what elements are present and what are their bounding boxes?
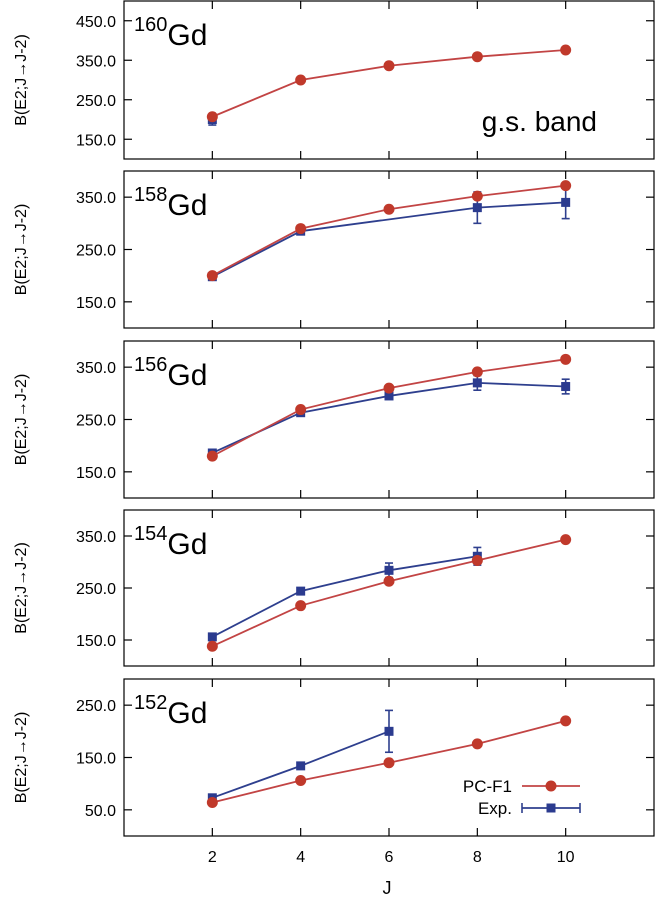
x-axis-labels: 2 4 6 8 10 — [208, 849, 575, 866]
y-axis-title: B(E2;J→J-2) — [13, 34, 30, 126]
pc-f1-point — [295, 223, 307, 235]
pc-f1-point — [383, 382, 395, 394]
pc-f1-point — [471, 190, 483, 202]
pc-f1-point — [206, 111, 218, 123]
legend-label-pc-f1: PC-F1 — [463, 777, 512, 796]
y-axis-title: B(E2;J→J-2) — [13, 542, 30, 634]
element-symbol: Gd — [167, 528, 207, 561]
pc-f1-point — [206, 640, 218, 652]
y-tick-label: 150.0 — [76, 751, 116, 768]
y-tick-label: 150.0 — [76, 295, 116, 312]
exp-point — [384, 565, 394, 575]
y-tick-label: 150.0 — [76, 465, 116, 482]
y-tick-label: 150.0 — [76, 633, 116, 650]
nucleus-label: 158Gd — [134, 184, 207, 222]
element-symbol: Gd — [167, 19, 207, 52]
exp-point — [472, 203, 482, 213]
y-tick-label: 350.0 — [76, 360, 116, 377]
pc-f1-point — [560, 715, 572, 727]
mass-number: 160 — [134, 14, 167, 36]
exp-line — [211, 201, 566, 278]
exp-line — [211, 555, 478, 638]
pc-f1-point — [383, 203, 395, 215]
exp-point — [207, 632, 217, 642]
y-axis-title: B(E2;J→J-2) — [13, 204, 30, 296]
nucleus-label: 156Gd — [134, 354, 207, 392]
panel-152Gd: 50.0 150.0 250.0 B(E2;J→J-2) 152Gd PC-F1 Exp. — [13, 678, 655, 837]
pc-f1-point — [295, 775, 307, 787]
y-axis-title: B(E2;J→J-2) — [13, 712, 30, 804]
legend-label-exp: Exp. — [478, 799, 512, 818]
exp-point — [384, 391, 394, 401]
legend: PC-F1 Exp. — [463, 777, 581, 818]
pc-f1-point — [471, 366, 483, 378]
y-tick-label: 250.0 — [76, 413, 116, 430]
pc-f1-point — [560, 180, 572, 192]
exp-point — [472, 378, 482, 388]
legend-marker-exp — [546, 803, 556, 813]
element-symbol: Gd — [167, 189, 207, 222]
pc-f1-point — [383, 575, 395, 587]
panel-156Gd: 150.0 250.0 350.0 B(E2;J→J-2) 156Gd — [13, 340, 655, 499]
y-tick-label: 250.0 — [76, 581, 116, 598]
x-tick-label: 4 — [296, 849, 305, 866]
nucleus-label: 160Gd — [134, 14, 207, 52]
pc-f1-point — [471, 738, 483, 750]
pc-f1-point — [560, 534, 572, 546]
mass-number: 152 — [134, 692, 167, 714]
pc-f1-point — [383, 60, 395, 72]
y-tick-label: 250.0 — [76, 243, 116, 260]
element-symbol: Gd — [167, 697, 207, 730]
pc-f1-point — [560, 353, 572, 365]
exp-point — [384, 726, 394, 736]
pc-f1-point — [295, 404, 307, 416]
exp-point — [296, 586, 306, 596]
exp-point — [561, 382, 571, 392]
mass-number: 158 — [134, 184, 167, 206]
y-tick-label: 350.0 — [76, 53, 116, 70]
y-tick-label: 150.0 — [76, 132, 116, 149]
panel-160Gd: 150.0 250.0 350.0 450.0 B(E2;J→J-2) 160Gd g.s.… — [13, 0, 655, 160]
panels: 150.0250.0350.0450.0B(E2;J→J-2)160Gdg.s.… — [13, 0, 655, 837]
y-tick-label: 250.0 — [76, 93, 116, 110]
exp-point — [561, 197, 571, 207]
pc-f1-line — [211, 538, 566, 648]
pc-f1-point — [383, 757, 395, 769]
x-tick-label: 8 — [473, 849, 482, 866]
y-tick-label: 50.0 — [85, 803, 116, 820]
pc-f1-point — [560, 44, 572, 56]
pc-f1-point — [295, 74, 307, 86]
mass-number: 156 — [134, 354, 167, 376]
pc-f1-line — [211, 184, 566, 277]
mass-number: 154 — [134, 523, 167, 545]
panel-158Gd: 150.0 250.0 350.0 B(E2;J→J-2) 158Gd — [13, 170, 655, 329]
nucleus-label: 152Gd — [134, 692, 207, 730]
x-axis-title: J — [383, 878, 392, 898]
x-tick-label: 2 — [208, 849, 217, 866]
pc-f1-point — [471, 51, 483, 63]
panel-154Gd: 150.0 250.0 350.0 B(E2;J→J-2) 154Gd — [13, 509, 655, 667]
exp-point — [296, 761, 306, 771]
y-axis-title: B(E2;J→J-2) — [13, 374, 30, 466]
nucleus-label: 154Gd — [134, 523, 207, 561]
y-tick-label: 350.0 — [76, 190, 116, 207]
element-symbol: Gd — [167, 359, 207, 392]
legend-marker-pc-f1 — [545, 780, 557, 792]
y-tick-label: 450.0 — [76, 14, 116, 31]
y-tick-label: 250.0 — [76, 698, 116, 715]
pc-f1-line — [211, 358, 566, 457]
pc-f1-point — [206, 270, 218, 282]
pc-f1-point — [206, 797, 218, 809]
pc-f1-point — [295, 600, 307, 612]
pc-f1-point — [471, 554, 483, 566]
x-tick-label: 10 — [557, 849, 575, 866]
pc-f1-point — [206, 450, 218, 462]
x-tick-label: 6 — [385, 849, 394, 866]
band-annotation: g.s. band — [482, 106, 597, 137]
y-tick-label: 350.0 — [76, 529, 116, 546]
